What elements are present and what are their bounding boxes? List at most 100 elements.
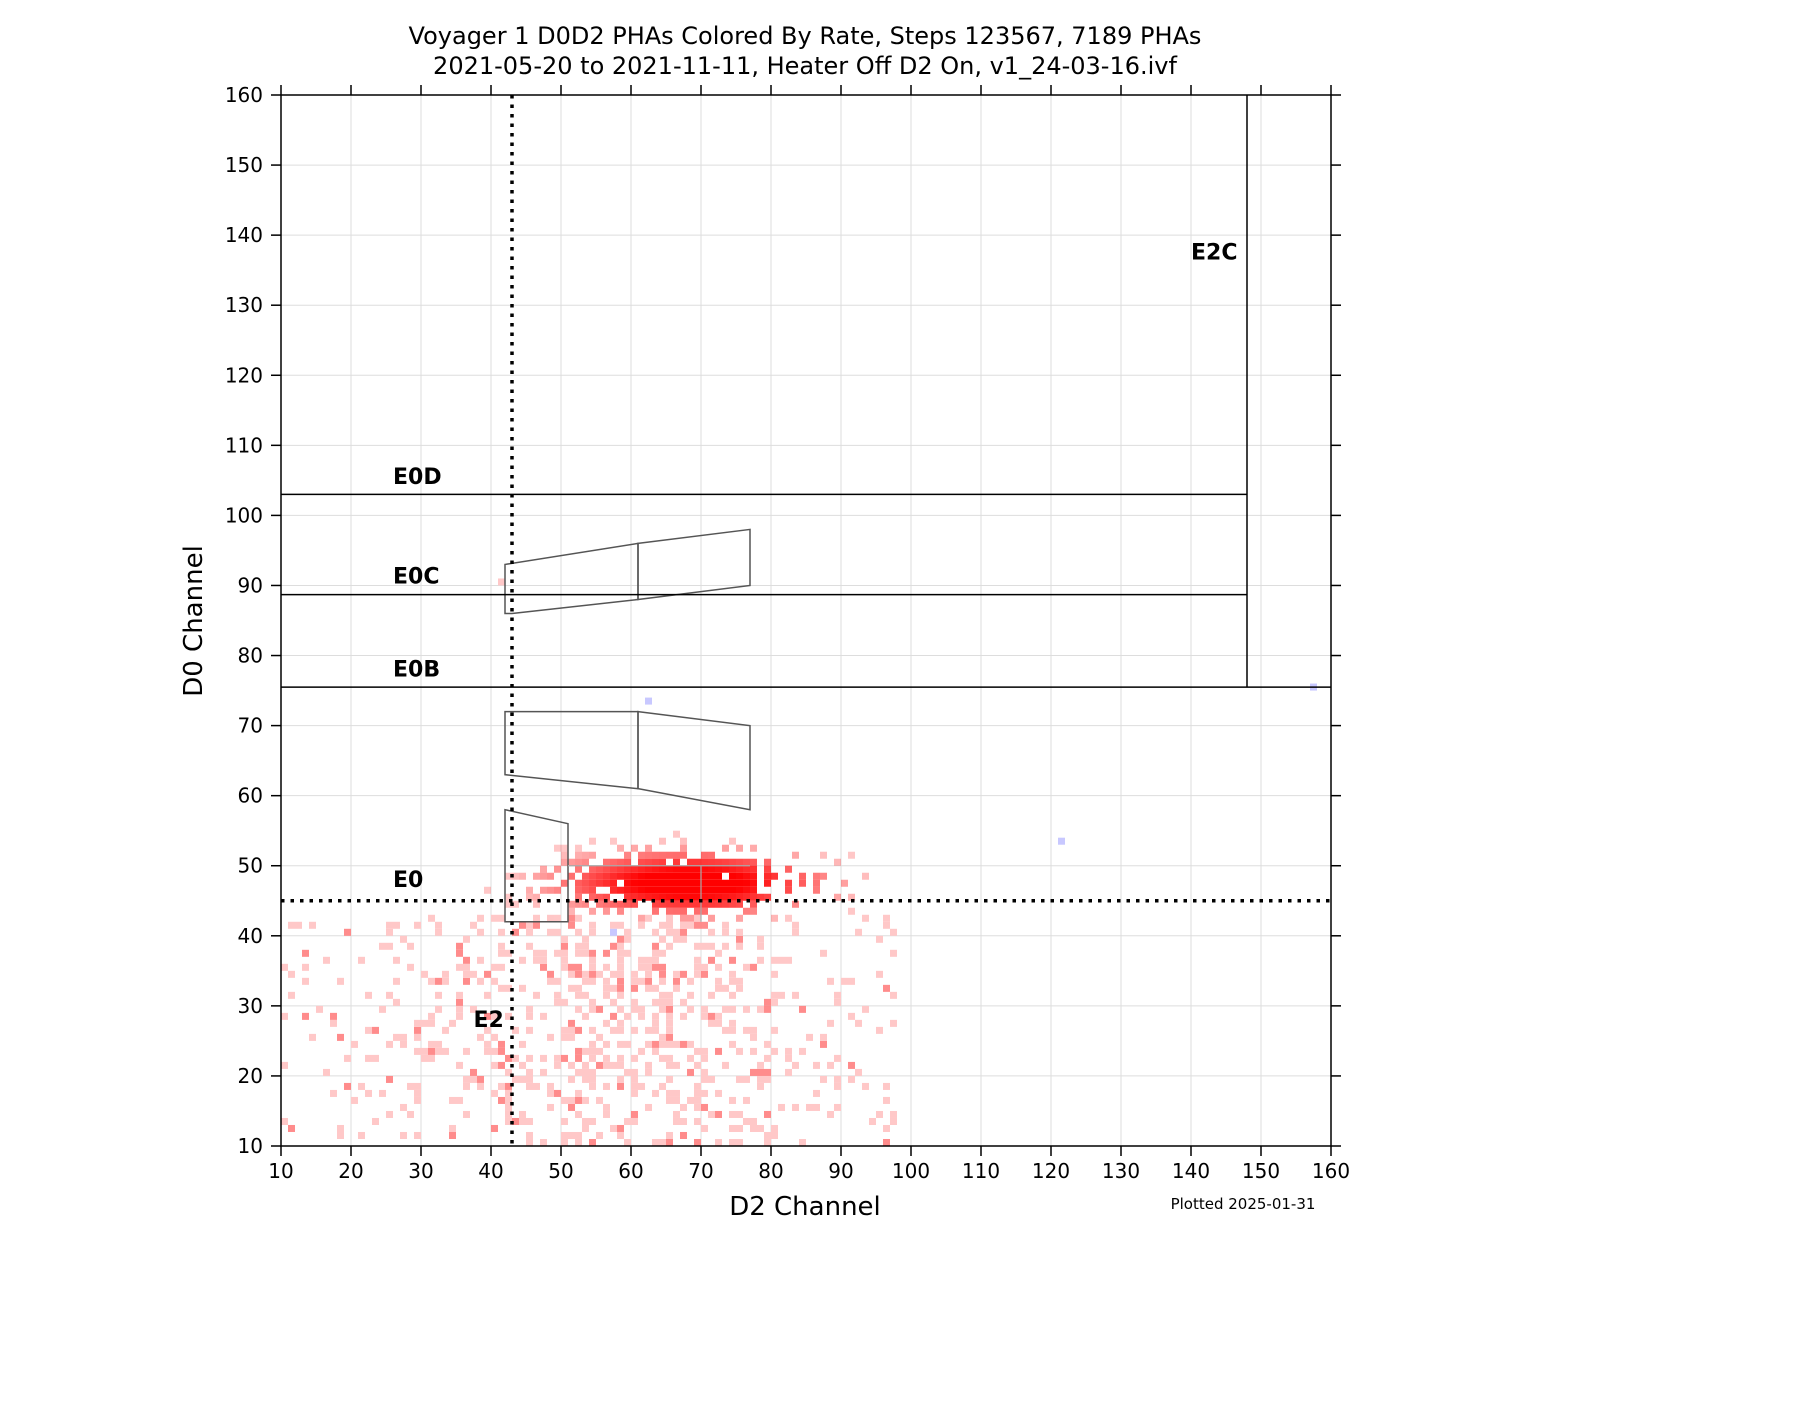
heatmap-cell <box>582 879 589 887</box>
heatmap-cell <box>386 1110 393 1118</box>
heatmap-cell <box>589 1138 596 1146</box>
y-tick-label: 90 <box>238 573 263 597</box>
heatmap-cell <box>631 865 638 873</box>
heatmap-cell <box>624 886 631 894</box>
heatmap-cell <box>428 914 435 922</box>
heatmap-cell <box>547 1033 554 1041</box>
heatmap-cell <box>358 1131 365 1139</box>
heatmap-cell <box>813 1103 820 1111</box>
heatmap-cell <box>582 935 589 943</box>
heatmap-cell <box>743 865 750 873</box>
heatmap-cell <box>764 1054 771 1062</box>
heatmap-cell <box>365 1026 372 1034</box>
heatmap-cell <box>344 1054 351 1062</box>
heatmap-cell <box>680 865 687 873</box>
heatmap-cell <box>806 1103 813 1111</box>
heatmap-cell <box>631 1075 638 1083</box>
heatmap-cell <box>820 872 827 880</box>
heatmap-cell <box>484 1040 491 1048</box>
x-tick-label: 140 <box>1172 1159 1210 1183</box>
heatmap-cell <box>631 998 638 1006</box>
heatmap-cell <box>582 970 589 978</box>
heatmap-cell <box>666 1075 673 1083</box>
heatmap-cell <box>715 1012 722 1020</box>
heatmap-cell <box>869 1117 876 1125</box>
heatmap-cell <box>617 865 624 873</box>
heatmap-cell <box>652 998 659 1006</box>
heatmap-cell <box>680 879 687 887</box>
heatmap-cell <box>736 1075 743 1083</box>
heatmap-cell <box>708 1019 715 1027</box>
heatmap-cell <box>673 970 680 978</box>
heatmap-cell <box>666 1019 673 1027</box>
heatmap-cell <box>519 956 526 964</box>
heatmap-cell <box>722 921 729 929</box>
y-tick-label: 120 <box>225 363 263 387</box>
heatmap-cell <box>694 1061 701 1069</box>
heatmap-cell <box>435 1047 442 1055</box>
heatmap-cell <box>673 1096 680 1104</box>
heatmap-cell <box>568 900 575 908</box>
heatmap-cell <box>568 1075 575 1083</box>
outlier-point <box>610 928 617 936</box>
heatmap-cell <box>582 1075 589 1083</box>
heatmap-cell <box>701 865 708 873</box>
heatmap-cell <box>701 1005 708 1013</box>
heatmap-cell <box>589 928 596 936</box>
heatmap-cell <box>743 893 750 901</box>
heatmap-cell <box>589 1117 596 1125</box>
heatmap-cell <box>890 1019 897 1027</box>
heatmap-cell <box>659 858 666 866</box>
heatmap-cell <box>288 991 295 999</box>
heatmap-cell <box>610 1026 617 1034</box>
heatmap-cell <box>491 1089 498 1097</box>
heatmap-cell <box>652 1047 659 1055</box>
heatmap-cell <box>652 1019 659 1027</box>
heatmap-cell <box>680 928 687 936</box>
heatmap-cell <box>610 858 617 866</box>
heatmap-cell <box>778 991 785 999</box>
heatmap-cell <box>764 879 771 887</box>
heatmap-cell <box>785 865 792 873</box>
heatmap-cell <box>701 858 708 866</box>
heatmap-cell <box>568 907 575 915</box>
heatmap-cell <box>575 900 582 908</box>
heatmap-cell <box>659 977 666 985</box>
heatmap-cell <box>575 844 582 852</box>
heatmap-cell <box>722 900 729 908</box>
heatmap-cell <box>456 1096 463 1104</box>
heatmap-cell <box>498 949 505 957</box>
heatmap-cell <box>694 914 701 922</box>
heatmap-cell <box>414 1019 421 1027</box>
y-axis-label: D0 Channel <box>179 545 209 697</box>
heatmap-cell <box>624 1040 631 1048</box>
heatmap-cell <box>575 1110 582 1118</box>
heatmap-cell <box>533 893 540 901</box>
heatmap-cell <box>533 991 540 999</box>
x-tick-label: 160 <box>1312 1159 1350 1183</box>
heatmap-cell <box>862 872 869 880</box>
region-label: E2C <box>1191 241 1237 266</box>
heatmap-cell <box>575 1089 582 1097</box>
heatmap-cell <box>610 970 617 978</box>
heatmap-cell <box>652 858 659 866</box>
heatmap-cell <box>505 1082 512 1090</box>
heatmap-cell <box>505 1103 512 1111</box>
heatmap-cell <box>736 914 743 922</box>
heatmap-cell <box>652 907 659 915</box>
heatmap-cell <box>883 1096 890 1104</box>
heatmap-cell <box>666 851 673 859</box>
heatmap-cell <box>526 1054 533 1062</box>
heatmap-cell <box>792 921 799 929</box>
heatmap-cell <box>554 977 561 985</box>
heatmap-cell <box>526 893 533 901</box>
heatmap-cell <box>603 858 610 866</box>
heatmap-cell <box>673 851 680 859</box>
y-tick-label: 10 <box>238 1134 263 1158</box>
heatmap-cell <box>848 1012 855 1020</box>
heatmap-cell <box>694 907 701 915</box>
y-tick-label: 100 <box>225 503 263 527</box>
heatmap-cell <box>666 1089 673 1097</box>
heatmap-cell <box>603 1061 610 1069</box>
heatmap-cell <box>540 1054 547 1062</box>
